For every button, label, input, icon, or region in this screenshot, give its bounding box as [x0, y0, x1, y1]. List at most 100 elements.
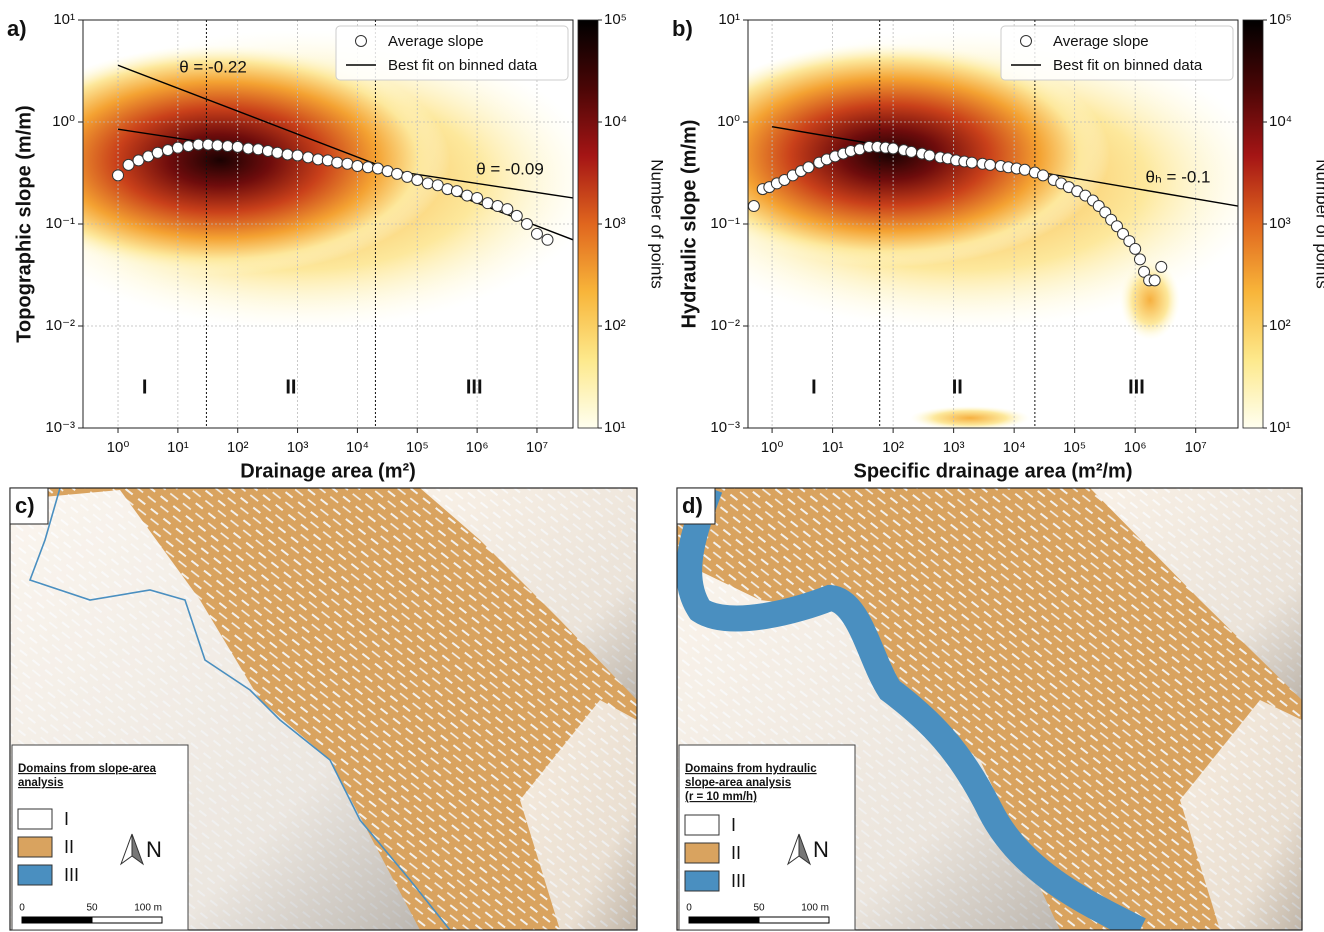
colorbar-tick-label: 10³ [1269, 215, 1291, 232]
point [221, 140, 234, 153]
scale-bar [688, 916, 760, 924]
panel-label: a) [7, 16, 27, 41]
colorbar-tick-label: 10² [1269, 317, 1291, 334]
domain-label: III [1128, 376, 1145, 398]
panel-label: b) [672, 16, 693, 41]
point [182, 140, 195, 153]
legend-title: analysis [18, 777, 63, 789]
x-axis-label: Drainage area (m²) [240, 460, 416, 482]
x-tick-label: 10¹ [822, 439, 844, 456]
point [341, 157, 354, 170]
scale-label: 0 [19, 903, 25, 914]
panel-label-box [676, 487, 716, 525]
legend-label: Average slope [388, 33, 484, 50]
north-label: N [146, 837, 162, 862]
point [351, 160, 364, 173]
point [905, 145, 918, 158]
colorbar-tick-label: 10³ [604, 215, 626, 232]
scale-label: 0 [686, 903, 692, 914]
map-frame [676, 487, 1303, 931]
north-label: N [813, 837, 829, 862]
legend-label: I [64, 809, 69, 829]
legend-label: Average slope [1053, 33, 1149, 50]
colorbar [577, 19, 599, 429]
domain-label: I [142, 376, 148, 398]
legend-box [1000, 25, 1234, 81]
point [271, 146, 284, 159]
colorbar-tick-label: 10⁴ [604, 113, 627, 130]
panel-label-box [9, 487, 49, 525]
y-tick-label: 10⁻³ [45, 419, 75, 436]
domain-label: II [952, 376, 963, 398]
point [161, 144, 174, 157]
point [242, 142, 255, 155]
x-tick-label: 10⁴ [346, 439, 369, 456]
point [923, 149, 936, 162]
domain-label: III [466, 376, 483, 398]
point [1155, 260, 1168, 273]
y-tick-label: 10⁻¹ [710, 215, 740, 232]
y-tick-label: 10⁻² [710, 317, 740, 334]
scale-bar [21, 916, 93, 924]
point [887, 142, 900, 155]
point [371, 162, 384, 175]
point [530, 227, 543, 240]
point [747, 200, 760, 213]
legend-box [335, 25, 569, 81]
point [401, 170, 414, 183]
point [1129, 242, 1142, 255]
x-tick-label: 10⁵ [406, 439, 429, 456]
legend-label: II [64, 837, 74, 857]
colorbar-tick-label: 10⁵ [604, 11, 627, 28]
colorbar-tick-label: 10¹ [604, 419, 626, 436]
point [331, 156, 344, 169]
point [471, 191, 484, 204]
point [112, 169, 125, 182]
point [211, 139, 224, 152]
annotation: θ = -0.09 [476, 159, 544, 178]
legend-title: Domains from slope-area [18, 763, 157, 775]
colorbar-tick-label: 10⁵ [1269, 11, 1292, 28]
colorbar [1242, 19, 1264, 429]
x-tick-label: 10⁰ [107, 439, 130, 456]
x-tick-label: 10² [882, 439, 904, 456]
legend-box [678, 744, 856, 931]
x-tick-label: 10⁶ [466, 439, 489, 456]
y-axis-label: Hydraulic slope (m/m) [678, 120, 700, 329]
x-tick-label: 10² [227, 439, 249, 456]
point [1037, 169, 1050, 182]
map-c [10, 488, 637, 930]
x-axis-label: Specific drainage area (m²/m) [854, 460, 1133, 482]
y-tick-label: 10⁻¹ [45, 215, 75, 232]
legend-title: Domains from hydraulic [685, 763, 817, 775]
colorbar-label: Number of points [1313, 159, 1324, 288]
colorbar-tick-label: 10¹ [1269, 419, 1291, 436]
y-tick-label: 10⁰ [52, 113, 75, 130]
legend-swatch [17, 864, 53, 886]
x-tick-label: 10⁷ [526, 439, 548, 456]
x-tick-label: 10³ [943, 439, 965, 456]
scale-label: 100 m [134, 903, 162, 914]
point [421, 177, 434, 190]
panel-label: d) [682, 493, 703, 518]
y-tick-label: 10⁻³ [710, 419, 740, 436]
colorbar-label: Number of points [648, 159, 667, 288]
point [802, 161, 815, 174]
point [231, 140, 244, 153]
point [151, 146, 164, 159]
point [411, 174, 424, 187]
y-tick-label: 10⁰ [717, 113, 740, 130]
x-tick-label: 10⁰ [761, 439, 784, 456]
point [541, 233, 554, 246]
point [291, 149, 304, 162]
x-tick-label: 10⁵ [1063, 439, 1086, 456]
plot-frame [747, 19, 1239, 429]
legend-label: III [731, 871, 746, 891]
point [122, 158, 135, 171]
point [520, 218, 533, 230]
x-tick-label: 10¹ [167, 439, 189, 456]
legend-title: (r = 10 mm/h) [685, 791, 757, 803]
domain-label: I [811, 376, 817, 398]
legend-swatch [684, 814, 720, 836]
